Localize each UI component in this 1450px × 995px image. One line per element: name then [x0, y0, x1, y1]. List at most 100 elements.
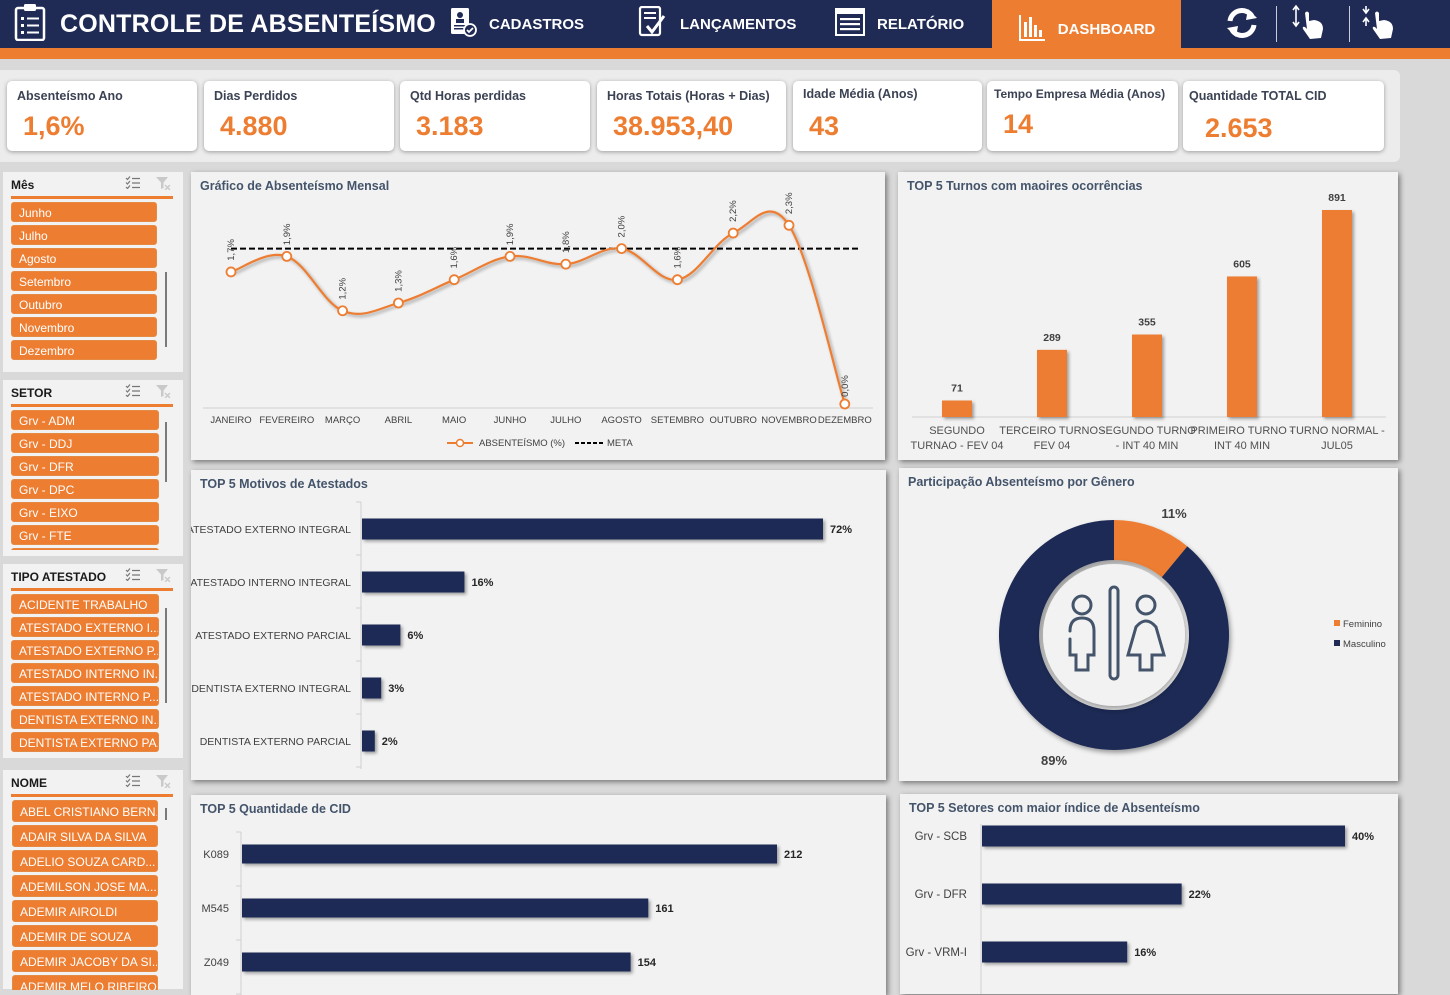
clear-filter-icon[interactable]: [155, 384, 171, 403]
x-tick-label: PRIMEIRO TURNO -: [1190, 425, 1293, 437]
slicer-scrollbar[interactable]: [165, 608, 167, 703]
app-title-text: CONTROLE DE ABSENTEÍSMO: [60, 9, 436, 38]
slicer-item[interactable]: ADEMIR MELO RIBEIRO: [12, 975, 158, 990]
x-tick-label: OUTUBRO: [709, 415, 757, 426]
slicer-items: Grv - ADM Grv - DDJ Grv - DFR Grv - DPC Grv …: [11, 410, 159, 550]
multi-select-icon[interactable]: [125, 774, 141, 793]
slicer-item[interactable]: ATESTADO EXTERNO P...: [11, 640, 159, 660]
slicer-item[interactable]: Grv - ADM: [11, 410, 159, 430]
slicer-item[interactable]: ATESTADO EXTERNO I...: [11, 617, 159, 637]
slicer-underline: [11, 404, 173, 407]
bar: [362, 571, 465, 593]
id-card-check-icon: [449, 7, 477, 41]
kpi-label: Tempo Empresa Média (Anos): [994, 87, 1166, 101]
slicer-item[interactable]: Grv - EIXO: [11, 502, 159, 522]
kpi-value: 38.953,40: [613, 111, 734, 141]
data-label: 1,7%: [226, 239, 237, 261]
data-label: 2,3%: [784, 192, 795, 214]
bar: [1227, 276, 1257, 417]
slicer-scrollbar[interactable]: [165, 422, 167, 482]
slicer-item[interactable]: Grv - DFR: [11, 456, 159, 476]
bar: [1132, 334, 1162, 417]
slicer-item[interactable]: ATESTADO INTERNO IN...: [11, 663, 159, 683]
x-tick-label: SETEMBRO: [651, 415, 704, 426]
data-label: 89%: [1041, 753, 1067, 768]
panel-setores-chart: TOP 5 Setores com maior índice de Absent…: [900, 794, 1398, 994]
setores-bar-chart: 40% Grv - SCB 22% Grv - DFR 16% Grv - VRM-I: [906, 824, 1374, 994]
slicer-item[interactable]: Grv - DPC: [11, 479, 159, 499]
data-label: 71: [951, 383, 963, 395]
kpi-label: Horas Totais (Horas + Dias): [607, 89, 770, 103]
x-tick-label: DEZEMBRO: [818, 415, 872, 426]
slicer-item[interactable]: ADEMIR DE SOUZA: [12, 925, 158, 947]
genero-donut-chart: 11% 89% Feminino Masculino: [999, 506, 1386, 768]
chart-title: Participação Absenteísmo por Gênero: [908, 475, 1135, 489]
slicer-item[interactable]: Dezembro: [11, 340, 157, 360]
clear-filter-icon[interactable]: [155, 774, 171, 793]
nav-cadastros[interactable]: CADASTROS: [449, 0, 584, 48]
kpi-label: Dias Perdidos: [214, 89, 298, 103]
bar: [982, 825, 1345, 847]
slicer-item[interactable]: ADEMIR AIROLDI: [12, 900, 158, 922]
slicer-items: ACIDENTE TRABALHO ATESTADO EXTERNO I... AT…: [11, 594, 159, 754]
data-label: 11%: [1161, 506, 1187, 521]
kpi-value: 3.183: [416, 111, 484, 141]
donut-group: [999, 520, 1229, 750]
slicer-item[interactable]: DENTISTA EXTERNO IN...: [11, 709, 159, 729]
slicer-item[interactable]: Grv - DDJ: [11, 433, 159, 453]
bar: [942, 400, 972, 417]
data-label: 2,2%: [728, 200, 739, 222]
nav-dashboard[interactable]: DASHBOARD: [992, 0, 1181, 59]
nav-lancamentos[interactable]: LANÇAMENTOS: [638, 0, 796, 48]
slicer-item[interactable]: ADEMILSON JOSE MA...: [12, 875, 158, 897]
slicer-item[interactable]: Julho: [11, 225, 157, 245]
cid-bar-chart: 212 K089 161 M545 154 Z049: [201, 831, 802, 995]
slicer-tipo-atestado: TIPO ATESTADO ACIDENTE TRABALHO ATESTADO …: [3, 564, 183, 758]
x-tick-label: TURNAO - FEV 04: [911, 440, 1004, 452]
kpi-card: Tempo Empresa Média (Anos) 14: [987, 81, 1178, 151]
bar: [242, 952, 631, 972]
slicer-scrollbar[interactable]: [165, 272, 167, 347]
multi-select-icon[interactable]: [125, 384, 141, 403]
slicer-item[interactable]: Setembro: [11, 271, 157, 291]
slicer-scrollbar[interactable]: [165, 808, 167, 820]
slicer-items: ABEL CRISTIANO BERN... ADAIR SILVA DA SIL…: [12, 800, 158, 990]
data-label: 1,2%: [338, 277, 349, 299]
legend-label: Masculino: [1343, 639, 1386, 650]
data-label: 1,9%: [282, 223, 293, 245]
clear-filter-icon[interactable]: [155, 176, 171, 195]
hand-expand-icon: [1290, 4, 1330, 46]
slicer-item[interactable]: ADAIR SILVA DA SILVA: [12, 825, 158, 847]
collapse-button[interactable]: [1358, 5, 1402, 44]
data-label: 16%: [471, 577, 493, 589]
chart-title: TOP 5 Motivos de Atestados: [200, 477, 368, 491]
slicer-item[interactable]: ADELIO SOUZA CARD...: [12, 850, 158, 872]
data-label: 605: [1233, 258, 1251, 270]
multi-select-icon[interactable]: [125, 176, 141, 195]
slicer-item[interactable]: ADEMIR JACOBY DA SI...: [12, 950, 158, 972]
slicer-item[interactable]: Agosto: [11, 248, 157, 268]
refresh-button[interactable]: [1220, 6, 1264, 44]
x-tick-label: JULHO: [550, 415, 581, 426]
slicer-item[interactable]: Grv - FTE: [11, 525, 159, 545]
legend-marker-absenteismo: [455, 438, 465, 448]
data-point: [225, 266, 237, 278]
x-tick-label: AGOSTO: [601, 415, 641, 426]
slicer-items: Junho Julho Agosto Setembro Outubro Novembro D…: [11, 202, 157, 362]
slicer-item[interactable]: Outubro: [11, 294, 157, 314]
slicer-item[interactable]: Grv - FUR: [11, 548, 159, 550]
slicer-item[interactable]: ABEL CRISTIANO BERN...: [12, 800, 158, 822]
y-tick-label: Grv - SCB: [915, 831, 968, 843]
clear-filter-icon[interactable]: [155, 568, 171, 587]
slicer-item[interactable]: ACIDENTE TRABALHO: [11, 594, 159, 614]
multi-select-icon[interactable]: [125, 568, 141, 587]
nav-relatorio[interactable]: RELATÓRIO: [835, 0, 964, 48]
slicer-item[interactable]: Novembro: [11, 317, 157, 337]
legend-swatch: [1334, 620, 1340, 626]
slicer-item[interactable]: DENTISTA EXTERNO PA...: [11, 732, 159, 752]
expand-button[interactable]: [1288, 4, 1332, 46]
data-point: [337, 305, 349, 317]
slicer-item[interactable]: ATESTADO INTERNO P...: [11, 686, 159, 706]
y-tick-label: ATESTADO EXTERNO PARCIAL: [195, 630, 351, 642]
slicer-item[interactable]: Junho: [11, 202, 157, 222]
